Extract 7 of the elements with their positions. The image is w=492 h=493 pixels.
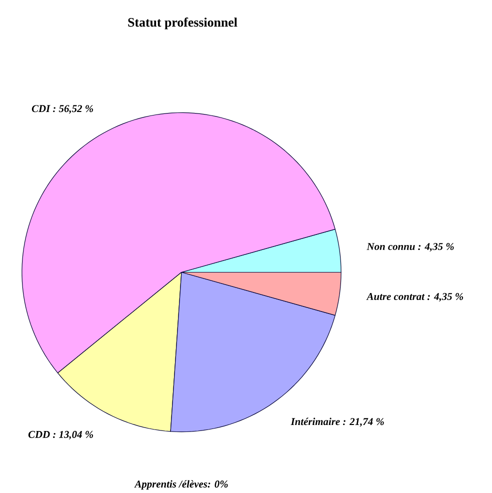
slice-label: Non connu : 4,35 % (366, 242, 454, 252)
slice-label: CDI : 56,52 % (32, 105, 94, 114)
slice-label: Intérimaire : 21,74 % (290, 418, 384, 427)
slice-label: CDD : 13,04 % (28, 430, 94, 440)
slice-label: Autre contrat : 4,35 % (366, 292, 464, 302)
category-label: Apprentis /élèves: 0% (134, 480, 228, 490)
chart-title: Statut professionnel (128, 17, 238, 30)
